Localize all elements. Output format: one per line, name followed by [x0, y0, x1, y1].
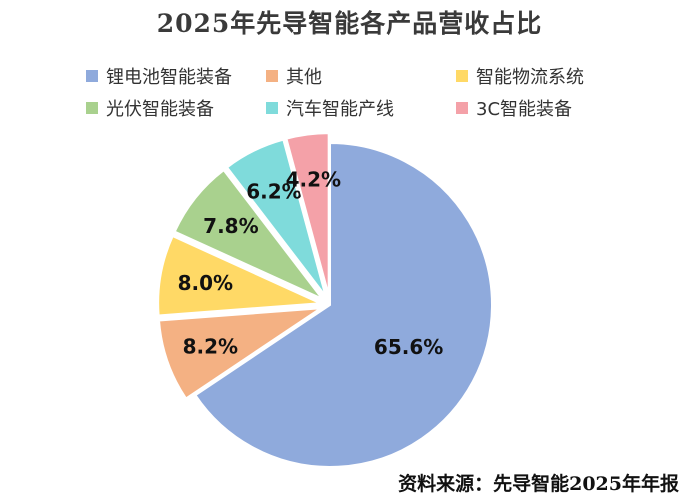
legend-label: 汽车智能产线 — [286, 99, 394, 120]
legend-label: 光伏智能装备 — [106, 99, 214, 120]
slice-value-label: 8.2% — [183, 334, 238, 358]
chart-title: 2025年先导智能各产品营收占比 — [156, 9, 543, 38]
legend-swatch — [456, 70, 468, 82]
legend-swatch — [266, 102, 278, 114]
legend-swatch — [86, 102, 98, 114]
slice-value-label: 4.2% — [286, 167, 341, 191]
chart-legend: 锂电池智能装备 其他 智能物流系统 光伏智能装备 汽车智能产线 3C智能装备 — [86, 62, 646, 124]
pie-slice — [173, 168, 323, 300]
pie-slice — [225, 138, 327, 297]
source-note: 资料来源：先导智能2025年年报 — [398, 473, 679, 495]
legend-label: 3C智能装备 — [476, 99, 573, 120]
pie-slice — [194, 141, 493, 468]
legend-item-other: 其他 — [266, 62, 322, 90]
legend-swatch — [86, 70, 98, 82]
legend-item-pv: 光伏智能装备 — [86, 94, 214, 122]
slice-value-label: 65.6% — [374, 335, 443, 359]
legend-label: 锂电池智能装备 — [106, 67, 232, 88]
legend-label: 其他 — [286, 67, 322, 88]
legend-item-lithium: 锂电池智能装备 — [86, 62, 232, 90]
legend-item-auto: 汽车智能产线 — [266, 94, 394, 122]
legend-item-3c: 3C智能装备 — [456, 94, 572, 122]
pie-slice — [157, 306, 325, 400]
slice-value-label: 6.2% — [246, 179, 301, 203]
legend-label: 智能物流系统 — [476, 67, 584, 88]
legend-swatch — [266, 70, 278, 82]
slice-value-label: 8.0% — [178, 271, 233, 295]
legend-item-logistics: 智能物流系统 — [456, 62, 584, 90]
pie-slice — [285, 132, 330, 296]
pie-slice — [157, 234, 321, 317]
legend-swatch — [456, 102, 468, 114]
slice-value-label: 7.8% — [203, 214, 258, 238]
